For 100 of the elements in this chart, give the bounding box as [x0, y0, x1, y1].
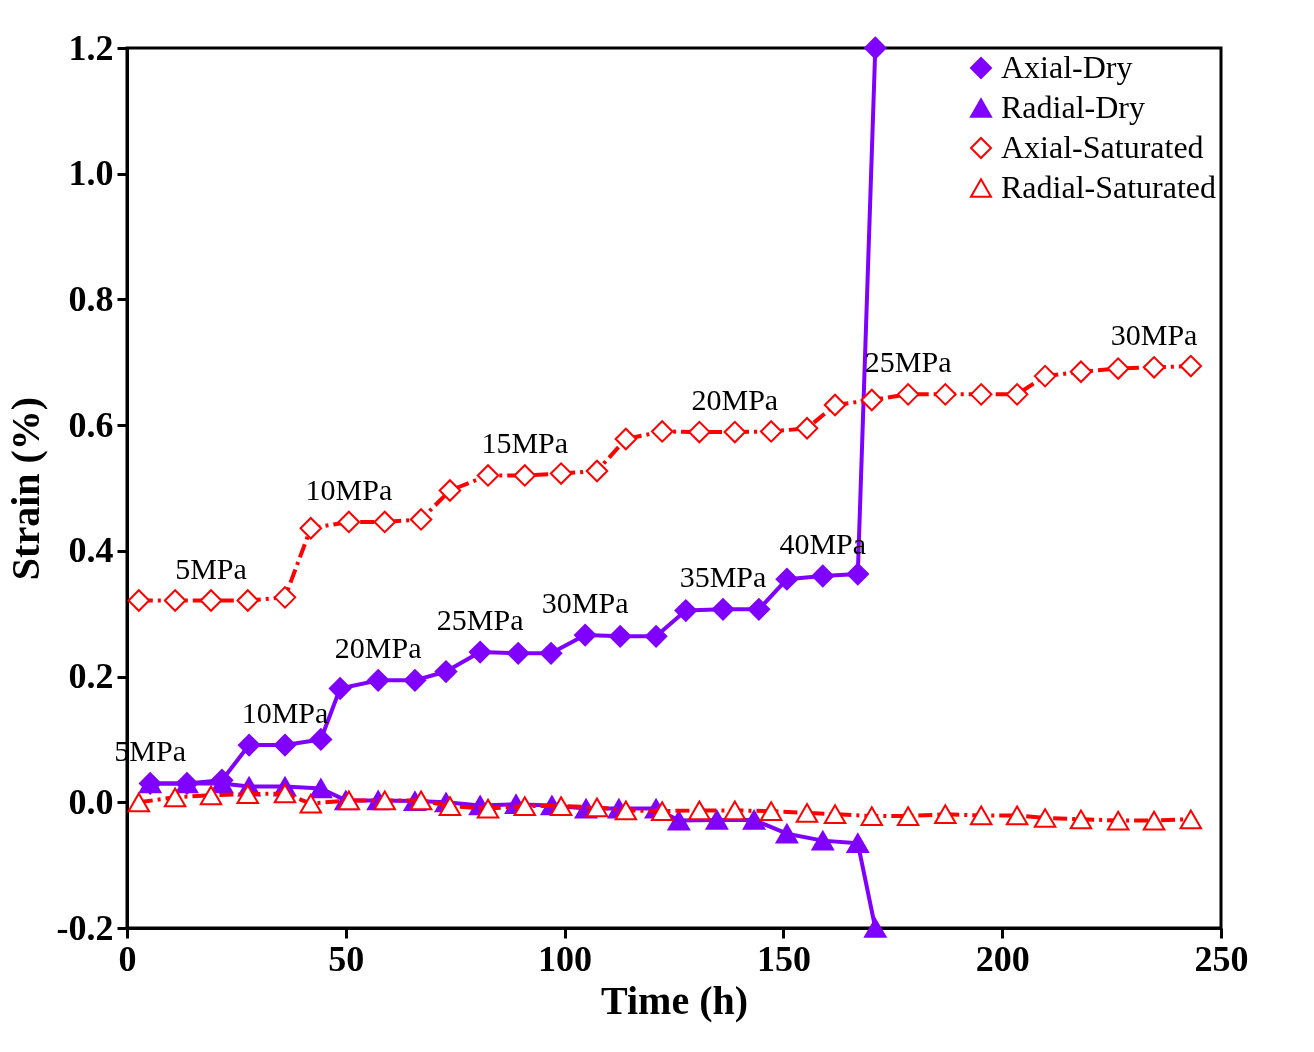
x-tick-label: 150	[756, 938, 811, 979]
legend-label: Radial-Saturated	[1001, 169, 1217, 205]
point	[969, 383, 993, 406]
y-axis-title: Strain (%)	[2, 396, 48, 581]
point	[573, 623, 597, 647]
point	[896, 806, 920, 826]
point	[1179, 809, 1203, 830]
point	[723, 800, 747, 821]
annotation: 35MPa	[679, 560, 767, 594]
point	[674, 599, 698, 622]
point	[742, 810, 766, 830]
annotation: 25MPa	[436, 603, 524, 637]
point	[846, 833, 870, 854]
point	[309, 778, 333, 799]
point	[1069, 360, 1093, 383]
x-tick-label: 200	[975, 938, 1030, 979]
point	[585, 797, 609, 818]
point	[846, 562, 870, 586]
point	[1106, 357, 1130, 380]
annotation: 20MPa	[691, 383, 779, 417]
point	[711, 598, 735, 621]
point	[438, 479, 462, 502]
point	[644, 625, 668, 648]
point	[934, 383, 957, 406]
annotation: 20MPa	[334, 631, 422, 665]
point	[1106, 810, 1130, 831]
point	[811, 830, 835, 851]
y-tick-label: 0.2	[68, 656, 114, 697]
point	[759, 801, 783, 821]
point	[468, 640, 492, 664]
point	[409, 790, 433, 811]
point	[273, 783, 297, 804]
point	[434, 660, 458, 683]
y-tick-label: -0.2	[56, 907, 114, 948]
point	[236, 784, 260, 804]
point	[236, 589, 260, 612]
y-tick-label: 0.4	[68, 530, 114, 571]
point	[811, 564, 835, 588]
point	[1142, 810, 1166, 831]
point	[513, 796, 537, 816]
point	[650, 420, 674, 443]
point	[199, 785, 223, 806]
point	[614, 800, 638, 821]
point	[650, 801, 674, 821]
point	[549, 462, 573, 485]
point	[614, 427, 638, 451]
x-tick-label: 100	[538, 938, 593, 979]
point	[864, 36, 887, 60]
point	[309, 728, 333, 751]
point	[723, 420, 747, 444]
point	[539, 642, 563, 665]
point	[337, 510, 361, 534]
point	[513, 464, 537, 487]
point	[366, 669, 390, 692]
point	[403, 669, 427, 692]
point	[1005, 383, 1029, 406]
point	[1005, 805, 1029, 826]
point	[860, 806, 884, 826]
point	[373, 790, 396, 811]
point	[299, 793, 323, 814]
y-tick-label: 0.8	[68, 278, 114, 319]
point	[775, 567, 799, 591]
point	[864, 918, 887, 938]
point	[823, 393, 847, 417]
point	[1033, 364, 1057, 388]
x-axis-title: Time (h)	[600, 977, 749, 1023]
y-tick-label: 0.6	[68, 404, 114, 445]
point	[373, 510, 396, 534]
annotation: 10MPa	[305, 472, 393, 506]
point	[163, 787, 187, 808]
point	[1069, 809, 1093, 830]
annotation: 10MPa	[241, 696, 329, 730]
point	[299, 516, 323, 540]
point	[795, 803, 819, 823]
point	[896, 383, 920, 406]
point	[585, 459, 609, 483]
point	[1142, 356, 1166, 379]
point	[328, 677, 352, 700]
y-tick-label: 1.0	[68, 153, 114, 194]
legend-label: Axial-Saturated	[1001, 129, 1204, 165]
point	[127, 792, 151, 813]
point	[775, 823, 799, 844]
point	[409, 508, 433, 531]
y-tick-label: 1.2	[68, 27, 114, 68]
annotation: 5MPa	[175, 551, 247, 585]
point	[476, 798, 500, 819]
point	[608, 625, 632, 648]
annotation: 15MPa	[481, 426, 569, 460]
point	[705, 810, 729, 830]
point	[860, 388, 884, 412]
annotation: 30MPa	[541, 586, 629, 620]
point	[747, 598, 771, 621]
point	[273, 586, 297, 609]
point	[163, 589, 187, 612]
point	[273, 733, 297, 757]
x-tick-label: 50	[328, 938, 365, 979]
point	[549, 796, 573, 816]
x-tick-label: 250	[1194, 938, 1249, 979]
point	[506, 642, 530, 665]
point	[127, 589, 151, 612]
